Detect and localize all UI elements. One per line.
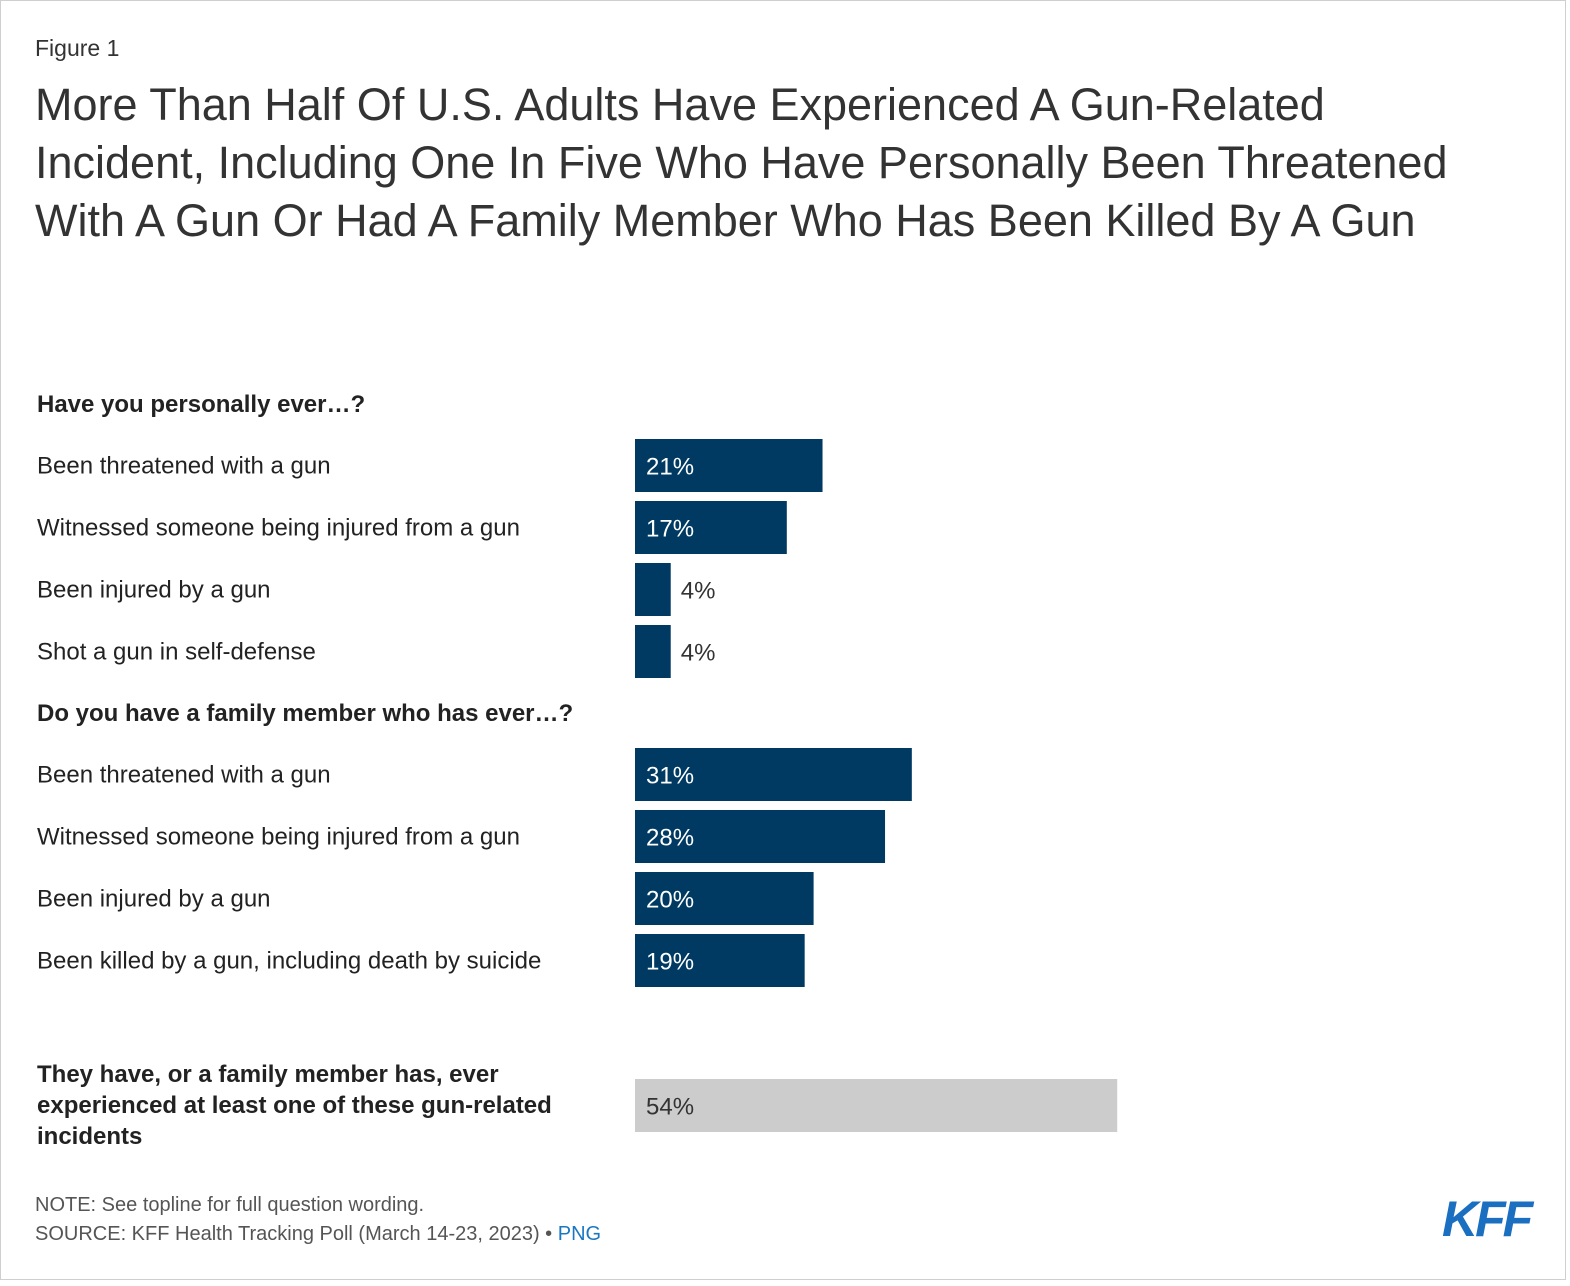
bar (635, 748, 912, 801)
category-label: Been threatened with a gun (37, 453, 331, 480)
footer-source: SOURCE: KFF Health Tracking Poll (March … (35, 1223, 601, 1246)
total-label-line: They have, or a family member has, ever (37, 1061, 499, 1088)
data-label: 17% (646, 516, 694, 543)
bar (635, 563, 671, 616)
data-label: 20% (646, 887, 694, 914)
category-label: Been threatened with a gun (37, 762, 331, 789)
data-label: 31% (646, 763, 694, 790)
group-heading: Have you personally ever…? (37, 391, 365, 418)
category-label: Shot a gun in self-defense (37, 639, 316, 666)
category-label: Witnessed someone being injured from a g… (37, 515, 520, 542)
data-label: 19% (646, 949, 694, 976)
bar (635, 810, 886, 863)
kff-logo: KFF (1442, 1191, 1533, 1247)
source-text: SOURCE: KFF Health Tracking Poll (March … (35, 1223, 553, 1245)
data-label: 4% (681, 640, 716, 667)
total-data-label: 54% (646, 1094, 694, 1121)
bar (635, 872, 814, 925)
group-heading: Do you have a family member who has ever… (37, 700, 573, 727)
total-bar (635, 1079, 1118, 1132)
data-label: 21% (646, 454, 694, 481)
category-label: Been injured by a gun (37, 577, 271, 604)
data-label: 28% (646, 825, 694, 852)
bar (635, 501, 787, 554)
bar (635, 625, 671, 678)
chart-title: More Than Half Of U.S. Adults Have Exper… (35, 79, 1448, 246)
bar (635, 439, 823, 492)
png-link[interactable]: PNG (557, 1223, 602, 1245)
total-label-line: incidents (37, 1123, 142, 1150)
category-label: Been injured by a gun (37, 886, 271, 913)
footer-note: NOTE: See topline for full question word… (35, 1194, 425, 1216)
bar-chart: Have you personally ever…? Been threatene… (37, 391, 1118, 1150)
data-label: 4% (681, 578, 716, 605)
category-label: Witnessed someone being injured from a g… (37, 824, 520, 851)
total-label-line: experienced at least one of these gun-re… (37, 1092, 552, 1119)
bar (635, 934, 805, 987)
category-label: Been killed by a gun, including death by… (37, 948, 541, 975)
figure-label: Figure 1 (35, 35, 120, 61)
